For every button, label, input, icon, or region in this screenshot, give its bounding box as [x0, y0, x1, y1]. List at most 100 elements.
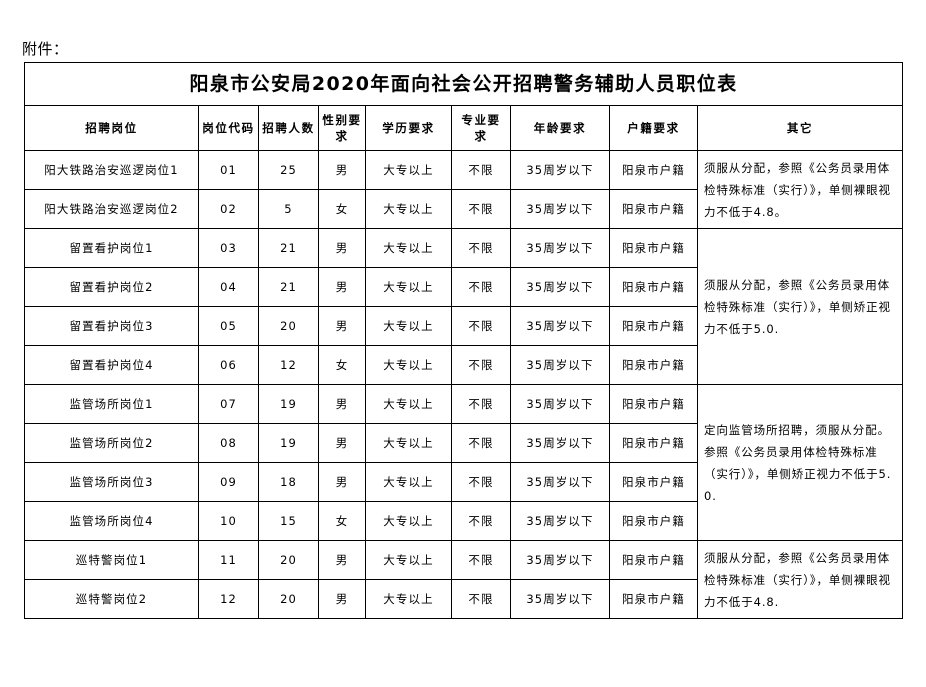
job-positions-table: 阳泉市公安局2020年面向社会公开招聘警务辅助人员职位表 招聘岗位 岗位代码 招… — [24, 62, 903, 619]
cell-count: 12 — [258, 345, 319, 385]
cell-hukou: 阳泉市户籍 — [609, 579, 698, 619]
cell-post: 巡特警岗位2 — [24, 579, 199, 619]
job-table-container: 阳泉市公安局2020年面向社会公开招聘警务辅助人员职位表 招聘岗位 岗位代码 招… — [24, 62, 903, 619]
cell-gender: 男 — [318, 462, 366, 502]
cell-education: 大专以上 — [365, 150, 452, 190]
cell-post: 留置看护岗位4 — [24, 345, 199, 385]
cell-post: 巡特警岗位1 — [24, 540, 199, 580]
cell-gender: 女 — [318, 501, 366, 541]
cell-education: 大专以上 — [365, 345, 452, 385]
cell-major: 不限 — [451, 228, 511, 268]
cell-gender: 男 — [318, 579, 366, 619]
cell-count: 18 — [258, 462, 319, 502]
column-header-education: 学历要求 — [365, 105, 452, 151]
column-header-age: 年龄要求 — [510, 105, 610, 151]
cell-count: 21 — [258, 228, 319, 268]
cell-count: 20 — [258, 579, 319, 619]
table-row: 阳大铁路治安巡逻岗位2 02 5 女大专以上 不限 35周岁以下 阳泉市户籍 — [24, 189, 903, 229]
cell-major: 不限 — [451, 150, 511, 190]
cell-education: 大专以上 — [365, 228, 452, 268]
cell-hukou: 阳泉市户籍 — [609, 540, 698, 580]
cell-count: 20 — [258, 306, 319, 346]
cell-major: 不限 — [451, 501, 511, 541]
cell-education: 大专以上 — [365, 579, 452, 619]
cell-count: 15 — [258, 501, 319, 541]
column-header-hukou: 户籍要求 — [609, 105, 698, 151]
table-row: 监管场所岗位1 07 19 男大专以上 不限 35周岁以下 阳泉市户籍 定向监管场所招聘，须服… — [24, 384, 903, 541]
attachment-label: 附件： — [22, 40, 69, 58]
cell-major: 不限 — [451, 423, 511, 463]
cell-code: 01 — [198, 150, 259, 190]
cell-major: 不限 — [451, 462, 511, 502]
cell-code: 08 — [198, 423, 259, 463]
column-header-count: 招聘人数 — [258, 105, 319, 151]
cell-gender: 女 — [318, 189, 366, 229]
cell-code: 11 — [198, 540, 259, 580]
cell-hukou: 阳泉市户籍 — [609, 423, 698, 463]
cell-code: 06 — [198, 345, 259, 385]
cell-hukou: 阳泉市户籍 — [609, 501, 698, 541]
cell-education: 大专以上 — [365, 189, 452, 229]
table-row: 留置看护岗位1 03 21 男大专以上 不限 35周岁以下 阳泉市户籍 须服从分配，参照《公务… — [24, 228, 903, 385]
cell-gender: 男 — [318, 306, 366, 346]
cell-count: 19 — [258, 384, 319, 424]
cell-hukou: 阳泉市户籍 — [609, 150, 698, 190]
column-header-other: 其它 — [697, 105, 903, 151]
cell-age: 35周岁以下 — [510, 189, 610, 229]
cell-major: 不限 — [451, 306, 511, 346]
cell-hukou: 阳泉市户籍 — [609, 228, 698, 268]
table-title: 阳泉市公安局2020年面向社会公开招聘警务辅助人员职位表 — [24, 62, 903, 106]
cell-education: 大专以上 — [365, 462, 452, 502]
column-header-code: 岗位代码 — [198, 105, 259, 151]
cell-education: 大专以上 — [365, 423, 452, 463]
cell-code: 05 — [198, 306, 259, 346]
cell-gender: 男 — [318, 423, 366, 463]
cell-other-note: 须服从分配，参照《公务员录用体检特殊标准（实行）》，单侧裸眼视力不低于4.8。 — [697, 150, 903, 229]
cell-education: 大专以上 — [365, 384, 452, 424]
cell-gender: 男 — [318, 267, 366, 307]
table-row: 留置看护岗位3 05 20 男大专以上 不限 35周岁以下 阳泉市户籍 — [24, 306, 903, 346]
cell-age: 35周岁以下 — [510, 306, 610, 346]
cell-hukou: 阳泉市户籍 — [609, 306, 698, 346]
cell-post: 阳大铁路治安巡逻岗位1 — [24, 150, 199, 190]
cell-education: 大专以上 — [365, 267, 452, 307]
cell-gender: 男 — [318, 150, 366, 190]
cell-age: 35周岁以下 — [510, 423, 610, 463]
cell-age: 35周岁以下 — [510, 462, 610, 502]
cell-gender: 男 — [318, 384, 366, 424]
cell-code: 10 — [198, 501, 259, 541]
cell-code: 12 — [198, 579, 259, 619]
cell-post: 留置看护岗位2 — [24, 267, 199, 307]
cell-post: 留置看护岗位3 — [24, 306, 199, 346]
cell-major: 不限 — [451, 579, 511, 619]
cell-other-note: 须服从分配，参照《公务员录用体检特殊标准（实行）》，单侧矫正视力不低于5.0. — [697, 228, 903, 385]
cell-count: 21 — [258, 267, 319, 307]
cell-post: 监管场所岗位4 — [24, 501, 199, 541]
cell-count: 20 — [258, 540, 319, 580]
table-row: 巡特警岗位1 11 20 男大专以上 不限 35周岁以下 阳泉市户籍 须服从分配，参照《公务员… — [24, 540, 903, 619]
cell-age: 35周岁以下 — [510, 267, 610, 307]
cell-age: 35周岁以下 — [510, 150, 610, 190]
cell-age: 35周岁以下 — [510, 345, 610, 385]
cell-education: 大专以上 — [365, 501, 452, 541]
table-body: 阳泉市公安局2020年面向社会公开招聘警务辅助人员职位表 招聘岗位 岗位代码 招… — [24, 62, 903, 619]
cell-age: 35周岁以下 — [510, 228, 610, 268]
cell-major: 不限 — [451, 267, 511, 307]
cell-gender: 女 — [318, 345, 366, 385]
cell-major: 不限 — [451, 189, 511, 229]
column-header-gender: 性别要求 — [318, 105, 366, 151]
cell-post: 监管场所岗位3 — [24, 462, 199, 502]
cell-post: 阳大铁路治安巡逻岗位2 — [24, 189, 199, 229]
cell-code: 04 — [198, 267, 259, 307]
cell-count: 19 — [258, 423, 319, 463]
table-row: 留置看护岗位2 04 21 男大专以上 不限 35周岁以下 阳泉市户籍 — [24, 267, 903, 307]
column-header-major: 专业要求 — [451, 105, 511, 151]
cell-age: 35周岁以下 — [510, 540, 610, 580]
cell-education: 大专以上 — [365, 306, 452, 346]
cell-major: 不限 — [451, 345, 511, 385]
cell-post: 监管场所岗位2 — [24, 423, 199, 463]
table-row: 留置看护岗位4 06 12 女大专以上 不限 35周岁以下 阳泉市户籍 — [24, 345, 903, 385]
cell-hukou: 阳泉市户籍 — [609, 384, 698, 424]
cell-count: 25 — [258, 150, 319, 190]
